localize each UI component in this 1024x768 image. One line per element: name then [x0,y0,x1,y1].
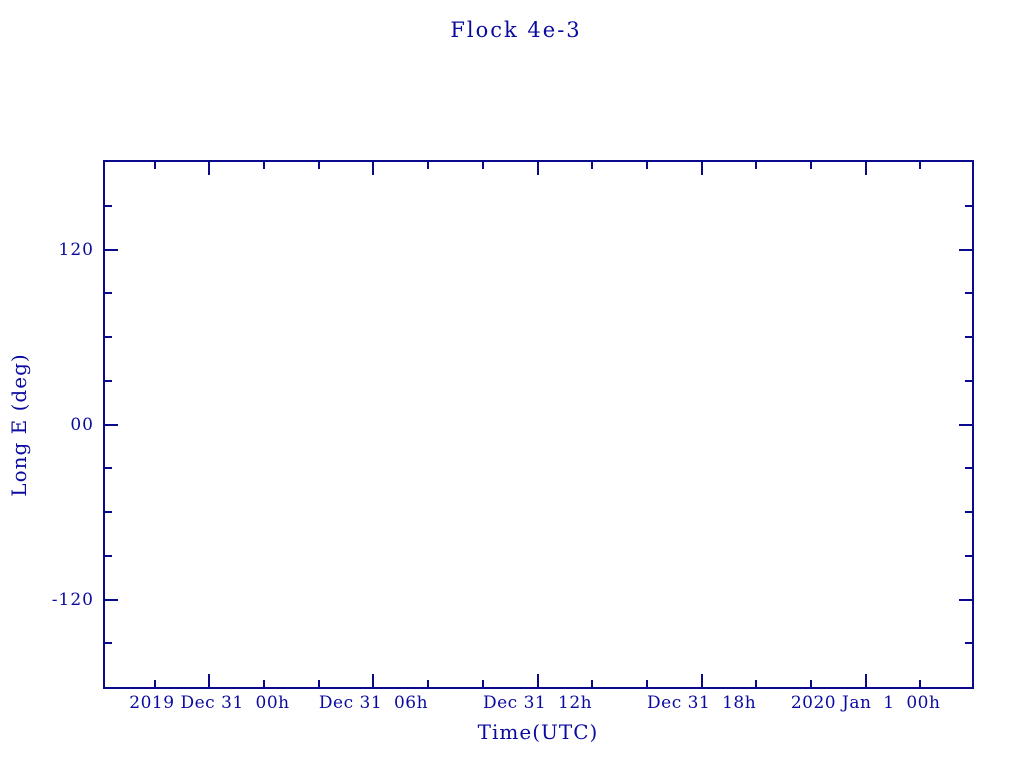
y-minor-tick [105,642,112,645]
x-tick-label: Dec 31 06h [318,693,429,713]
x-tick-label: 2019 Dec 31 00h [129,693,290,713]
y-minor-tick [965,292,972,295]
x-major-tick [864,162,867,175]
y-minor-tick [105,554,112,557]
x-minor-tick [427,680,430,687]
x-major-tick [536,674,539,687]
y-major-tick [105,248,118,251]
y-minor-tick [105,204,112,207]
x-minor-tick [317,162,320,169]
y-minor-tick [965,204,972,207]
x-minor-tick [481,162,484,169]
x-major-tick [536,162,539,175]
x-minor-tick [317,680,320,687]
y-minor-tick [105,336,112,338]
y-minor-tick [105,379,112,382]
y-major-tick [959,248,972,251]
y-minor-tick [105,292,112,295]
x-minor-tick [919,680,922,687]
y-major-tick [959,423,972,426]
y-tick-label: -120 [51,589,94,610]
x-axis-title: Time(UTC) [477,720,599,744]
x-major-tick [864,674,867,687]
y-axis-title: Long E (deg) [7,353,31,497]
chart-title: Flock 4e-3 [450,18,582,42]
x-minor-tick [919,162,922,169]
x-minor-tick [153,162,156,169]
y-tick-label: 120 [58,239,94,260]
x-minor-tick [153,680,156,687]
y-tick-label: 00 [70,414,94,435]
x-major-tick [208,674,211,687]
x-minor-tick [263,680,266,687]
x-major-tick [208,162,211,175]
x-minor-tick [755,680,758,687]
y-minor-tick [105,467,112,470]
x-tick-label: 2020 Jan 1 00h [790,693,941,713]
x-minor-tick [809,680,812,687]
x-minor-tick [427,162,430,169]
y-major-tick [105,598,118,601]
y-minor-tick [965,642,972,645]
x-minor-tick [263,162,266,169]
x-major-tick [700,162,703,175]
y-minor-tick [965,336,972,338]
y-minor-tick [965,467,972,470]
y-major-tick [105,423,118,426]
x-minor-tick [645,680,648,687]
y-major-tick [959,598,972,601]
x-minor-tick [591,162,594,169]
x-major-tick [700,674,703,687]
x-tick-label: Dec 31 12h [482,693,593,713]
y-minor-tick [105,511,112,513]
x-tick-label: Dec 31 18h [647,693,757,713]
plot-area: 2019 Dec 31 00h Dec 31 06h Dec 31 12h Dec 3… [52,160,974,713]
y-minor-tick [965,511,972,513]
x-minor-tick [481,680,484,687]
x-minor-tick [591,680,594,687]
x-minor-tick [645,162,648,169]
x-major-tick [372,674,375,687]
y-minor-tick [965,379,972,382]
x-major-tick [372,162,375,175]
x-minor-tick [809,162,812,169]
y-minor-tick [965,554,972,557]
x-minor-tick [755,162,758,169]
